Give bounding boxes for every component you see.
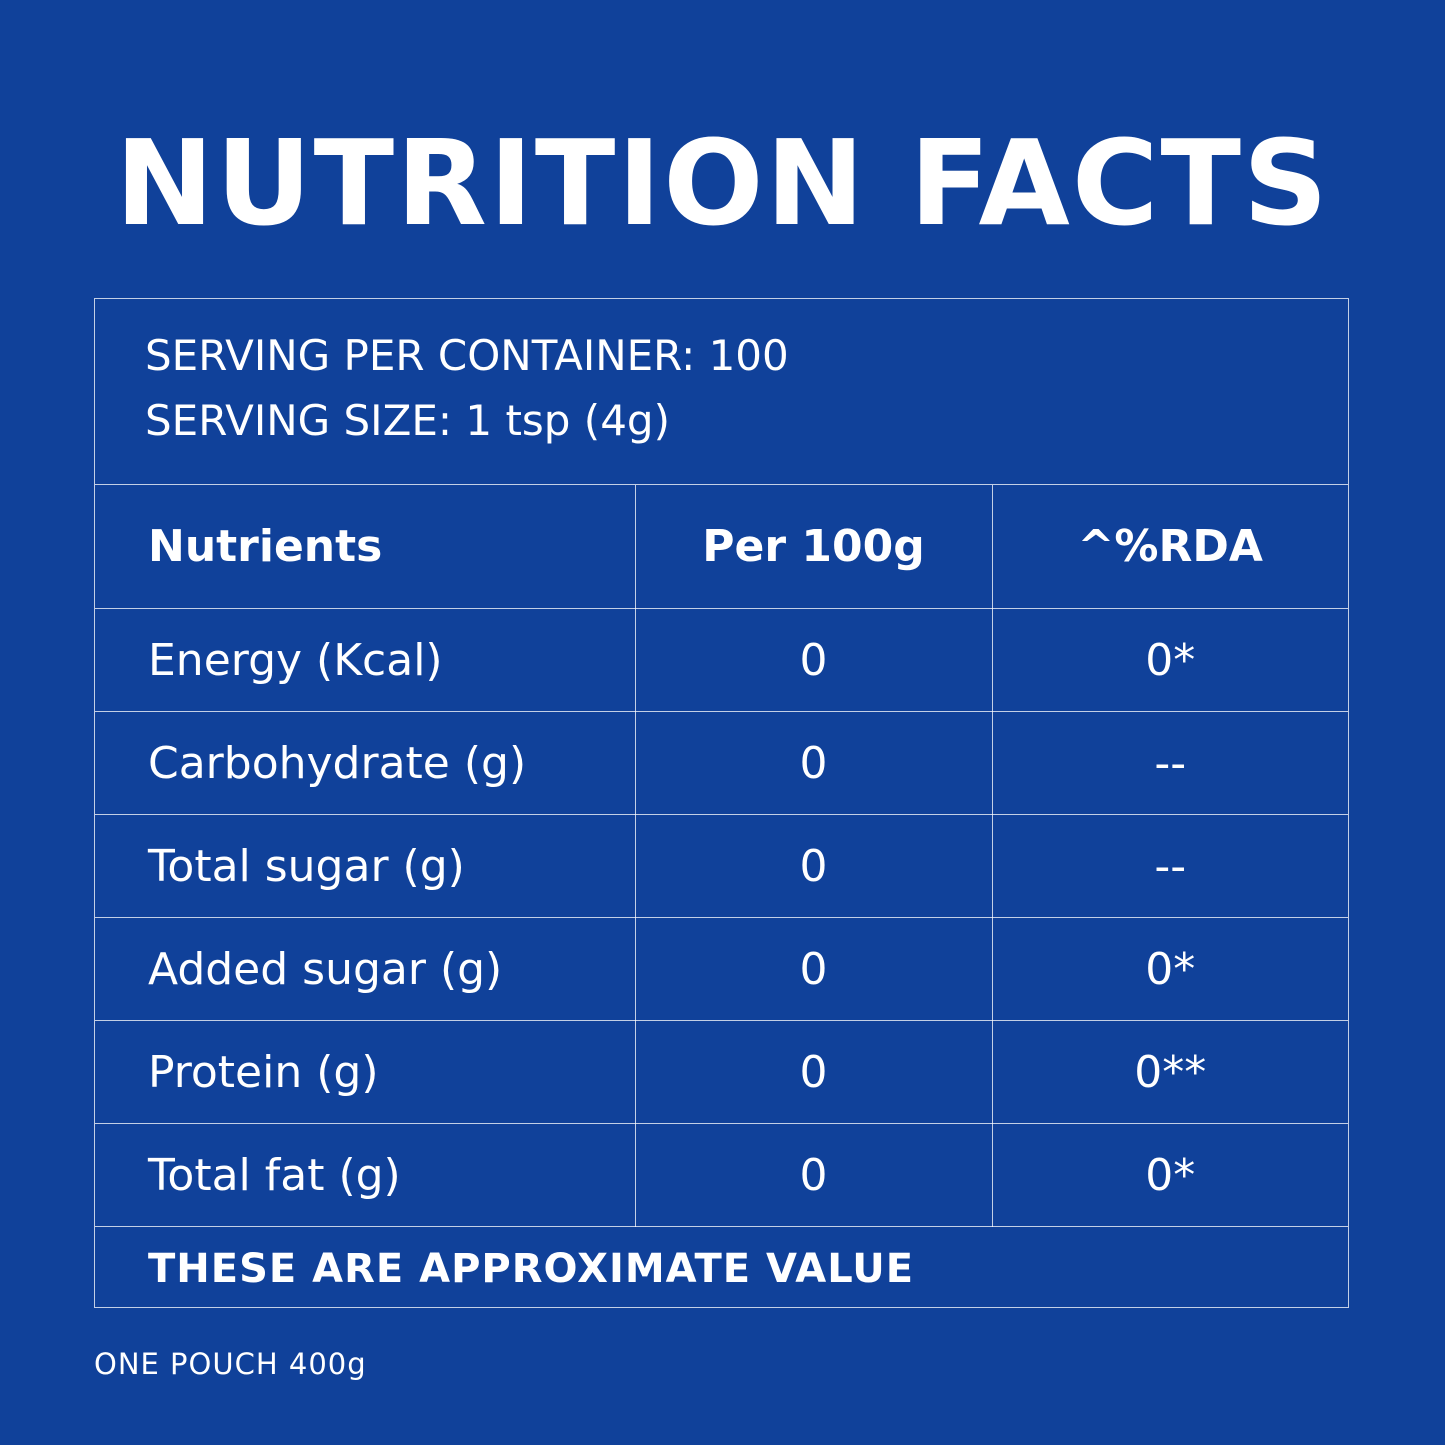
nutrient-per-100g: 0 [635,814,993,918]
nutrient-name: Protein (g) [95,1020,636,1124]
header-nutrients: Nutrients [95,485,636,609]
nutrient-per-100g: 0 [635,608,993,712]
nutrient-name: Energy (Kcal) [95,608,636,712]
table-row: Total fat (g) 0 0* [95,1123,1348,1227]
nutrition-panel: SERVING PER CONTAINER: 100 SERVING SIZE:… [94,298,1349,1308]
nutrient-name: Carbohydrate (g) [95,711,636,815]
header-per-100g: Per 100g [635,485,993,609]
header-rda: ^%RDA [992,485,1348,609]
nutrient-name: Added sugar (g) [95,917,636,1021]
nutrient-rda: 0* [992,917,1348,1021]
table-row: Total sugar (g) 0 -- [95,814,1348,918]
nutrition-table: Nutrients Per 100g ^%RDA Energy (Kcal) 0… [95,485,1348,1227]
nutrient-rda: -- [992,711,1348,815]
table-row: Energy (Kcal) 0 0* [95,608,1348,712]
serving-per-container: SERVING PER CONTAINER: 100 [145,331,789,380]
table-header-row: Nutrients Per 100g ^%RDA [95,485,1348,609]
serving-size: SERVING SIZE: 1 tsp (4g) [145,396,670,445]
nutrient-name: Total fat (g) [95,1123,636,1227]
table-row: Protein (g) 0 0** [95,1020,1348,1124]
nutrient-per-100g: 0 [635,1123,993,1227]
nutrient-rda: 0* [992,1123,1348,1227]
nutrient-rda: -- [992,814,1348,918]
table-row: Added sugar (g) 0 0* [95,917,1348,1021]
nutrient-per-100g: 0 [635,711,993,815]
pouch-size: ONE POUCH 400g [94,1347,367,1381]
nutrient-rda: 0* [992,608,1348,712]
table-row: Carbohydrate (g) 0 -- [95,711,1348,815]
nutrient-rda: 0** [992,1020,1348,1124]
nutrient-per-100g: 0 [635,917,993,1021]
serving-info: SERVING PER CONTAINER: 100 SERVING SIZE:… [95,299,1348,485]
nutrient-per-100g: 0 [635,1020,993,1124]
approximate-value-note: THESE ARE APPROXIMATE VALUE [148,1246,915,1292]
nutrient-name: Total sugar (g) [95,814,636,918]
page-title: NUTRITION FACTS [115,114,1330,252]
